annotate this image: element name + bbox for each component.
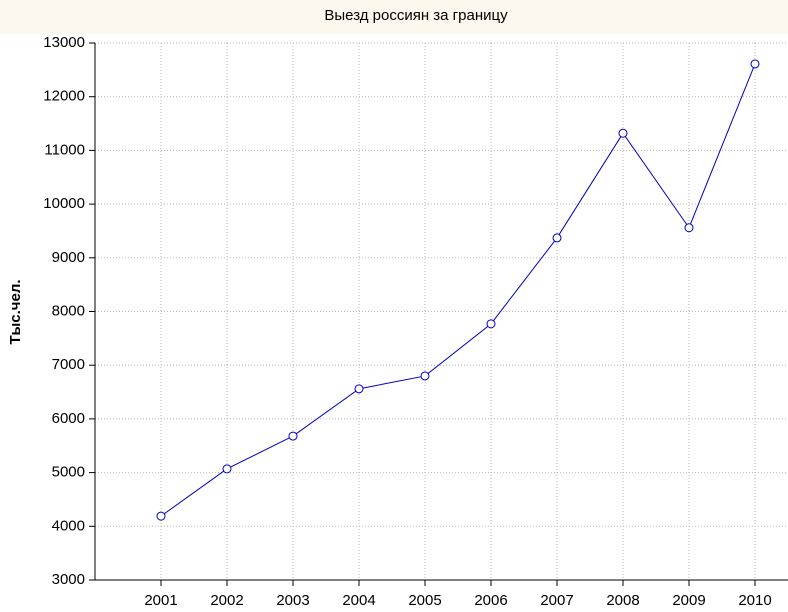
x-tick-label: 2008 <box>606 592 639 609</box>
point <box>288 431 298 441</box>
point <box>420 371 430 381</box>
title-band <box>0 0 788 34</box>
point <box>354 384 364 394</box>
y-tick-label: 12000 <box>43 88 85 105</box>
x-tick-label: 2009 <box>672 592 705 609</box>
y-tick-label: 8000 <box>52 302 85 319</box>
point <box>750 59 760 69</box>
line <box>160 63 756 517</box>
x-tick-label: 2006 <box>474 592 507 609</box>
point <box>486 319 496 329</box>
y-tick-label: 3000 <box>52 571 85 588</box>
x-tick-label: 2002 <box>210 592 243 609</box>
x-tick-label: 2004 <box>342 592 375 609</box>
y-tick-label: 7000 <box>52 356 85 373</box>
point <box>222 464 232 474</box>
y-tick-label: 9000 <box>52 249 85 266</box>
point <box>552 233 562 243</box>
y-axis-label: Тыс.чел. <box>7 279 24 344</box>
x-tick-label: 2005 <box>408 592 441 609</box>
x-tick-label: 2001 <box>144 592 177 609</box>
y-tick-label: 6000 <box>52 410 85 427</box>
x-tick-label: 2003 <box>276 592 309 609</box>
point <box>684 223 694 233</box>
y-tick-label: 13000 <box>43 34 85 51</box>
x-tick-label: 2010 <box>738 592 771 609</box>
y-tick-label: 11000 <box>44 141 85 158</box>
x-tick-label: 2007 <box>540 592 573 609</box>
point <box>618 128 628 138</box>
y-tick-label: 4000 <box>52 517 85 534</box>
y-tick-label: 10000 <box>43 195 85 212</box>
point <box>156 511 166 521</box>
y-tick-label: 5000 <box>52 464 85 481</box>
chart-title: Выезд россиян за границу <box>324 7 508 24</box>
